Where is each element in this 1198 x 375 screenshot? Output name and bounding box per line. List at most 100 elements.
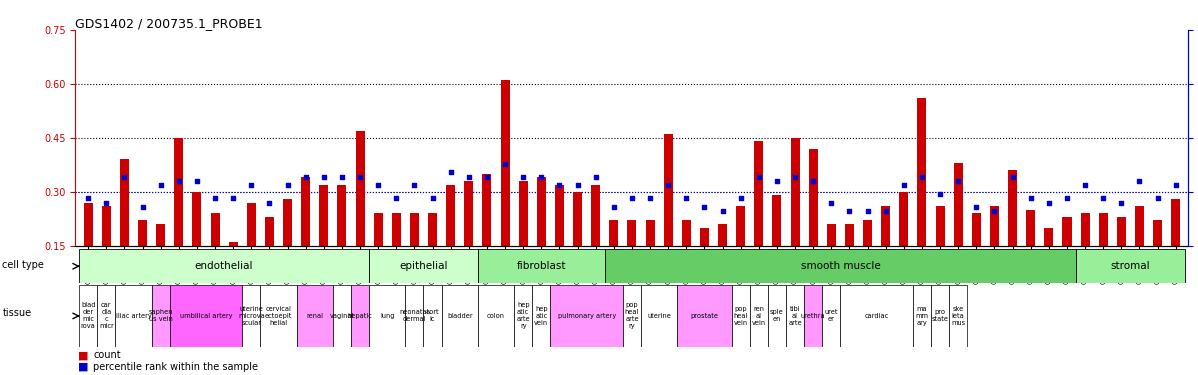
Bar <box>840 285 913 347</box>
Point <box>1148 195 1167 201</box>
Bar <box>827 224 836 246</box>
Bar <box>519 181 528 246</box>
Text: prostate: prostate <box>690 313 719 319</box>
Bar <box>265 217 274 246</box>
Bar <box>900 192 908 246</box>
Point <box>296 174 315 180</box>
Bar <box>1135 206 1144 246</box>
Bar <box>156 224 165 246</box>
Bar <box>79 285 97 347</box>
Text: uterine: uterine <box>647 313 671 319</box>
Bar <box>283 199 292 246</box>
Bar <box>1045 228 1053 246</box>
Bar <box>478 285 514 347</box>
Text: car
dia
c
micr: car dia c micr <box>99 302 114 330</box>
Point <box>768 178 787 184</box>
Point <box>405 182 424 188</box>
Point <box>985 208 1004 214</box>
Bar <box>700 228 709 246</box>
Bar <box>786 285 804 347</box>
Bar <box>229 242 237 246</box>
Text: ren
al
vein: ren al vein <box>752 306 766 326</box>
Bar <box>664 134 673 246</box>
Point <box>224 195 243 201</box>
Point <box>97 200 116 206</box>
Point <box>967 204 986 210</box>
Text: hepatic: hepatic <box>347 313 373 319</box>
Bar <box>501 80 509 246</box>
Point <box>532 174 551 180</box>
Point <box>332 174 351 180</box>
Point <box>1021 195 1040 201</box>
Point <box>1003 174 1022 180</box>
Bar <box>514 285 532 347</box>
Text: stromal: stromal <box>1111 261 1150 271</box>
Bar <box>537 177 546 246</box>
Bar <box>605 249 1076 283</box>
Bar <box>646 220 654 246</box>
Point <box>1039 200 1058 206</box>
Bar <box>1063 217 1071 246</box>
Text: blad
der
mic
rova: blad der mic rova <box>80 302 96 330</box>
Bar <box>750 285 768 347</box>
Text: pulmonary artery: pulmonary artery <box>557 313 616 319</box>
Bar <box>804 285 822 347</box>
Bar <box>115 285 152 347</box>
Point <box>713 208 732 214</box>
Point <box>949 178 968 184</box>
Text: colon: colon <box>488 313 506 319</box>
Text: ske
leta
mus: ske leta mus <box>951 306 966 326</box>
Bar <box>768 285 786 347</box>
Text: cell type: cell type <box>2 261 44 270</box>
Bar <box>972 213 981 246</box>
Bar <box>773 195 781 246</box>
Point <box>894 182 913 188</box>
Text: cervical
ectoepit
helial: cervical ectoepit helial <box>265 306 292 326</box>
Bar <box>369 285 405 347</box>
Text: vaginal: vaginal <box>329 313 355 319</box>
Bar <box>405 285 424 347</box>
Bar <box>338 184 346 246</box>
Point <box>1130 178 1149 184</box>
Point <box>659 182 678 188</box>
Bar <box>333 285 351 347</box>
Point <box>514 174 533 180</box>
Point <box>731 195 750 201</box>
Text: sple
en: sple en <box>770 309 783 322</box>
Point <box>1166 182 1185 188</box>
Text: endothelial: endothelial <box>195 261 253 271</box>
Text: hep
atic
arte
ry: hep atic arte ry <box>516 302 530 330</box>
Point <box>840 208 859 214</box>
Point <box>822 200 841 206</box>
Bar <box>682 220 691 246</box>
Bar <box>628 220 636 246</box>
Bar <box>791 138 799 246</box>
Text: pro
state: pro state <box>932 309 949 322</box>
Point <box>623 195 642 201</box>
Bar <box>931 285 949 347</box>
Point <box>206 195 225 201</box>
Point <box>459 174 478 180</box>
Point <box>260 200 279 206</box>
Bar <box>465 181 473 246</box>
Bar <box>174 138 183 246</box>
Point <box>804 178 823 184</box>
Bar <box>573 192 582 246</box>
Bar <box>193 192 201 246</box>
Point <box>641 195 660 201</box>
Text: iliac artery: iliac artery <box>115 313 151 319</box>
Point <box>1112 200 1131 206</box>
Bar <box>260 285 297 347</box>
Point <box>749 174 768 180</box>
Bar <box>84 202 92 246</box>
Point <box>786 174 805 180</box>
Bar <box>913 285 931 347</box>
Text: pop
heal
arte
ry: pop heal arte ry <box>625 302 639 330</box>
Bar <box>392 213 401 246</box>
Point <box>477 174 496 180</box>
Text: epithelial: epithelial <box>399 261 448 271</box>
Bar <box>949 285 967 347</box>
Bar <box>610 220 618 246</box>
Point <box>351 174 370 180</box>
Point <box>169 178 188 184</box>
